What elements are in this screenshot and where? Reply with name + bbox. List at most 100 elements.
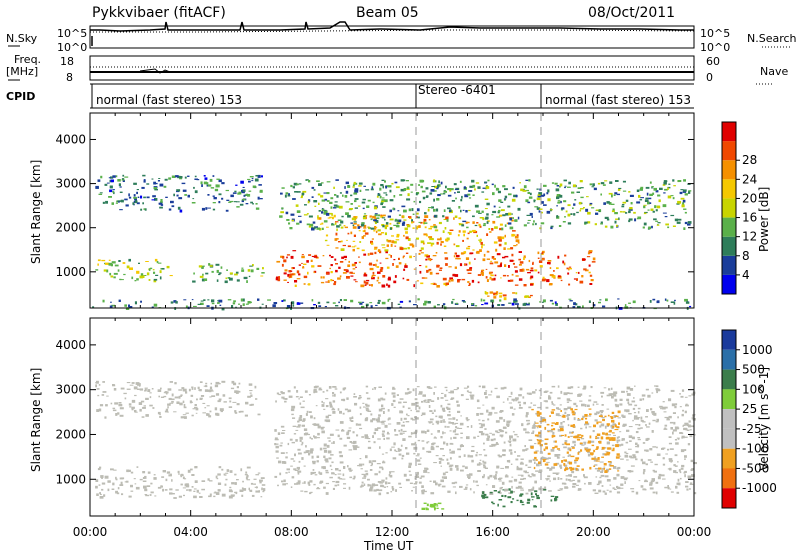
power-echo-cell bbox=[427, 242, 432, 244]
velocity-echo-cell bbox=[242, 480, 244, 483]
velocity-echo-cell bbox=[529, 476, 532, 478]
velocity-echo-cell bbox=[99, 493, 102, 495]
velocity-echo-cell bbox=[232, 401, 237, 403]
power-echo-cell bbox=[458, 217, 462, 220]
power-echo-cell bbox=[284, 269, 288, 272]
velocity-echo-cell bbox=[360, 485, 364, 487]
power-echo-cell bbox=[334, 222, 337, 225]
velocity-echo-cell bbox=[423, 470, 428, 473]
velocity-echo-cell bbox=[675, 442, 679, 445]
power-echo-cell bbox=[621, 204, 625, 206]
velocity-echo-region bbox=[95, 380, 261, 419]
velocity-echo-cell bbox=[171, 401, 174, 403]
power-echo-cell bbox=[511, 253, 514, 257]
power-echo-cell bbox=[421, 190, 426, 193]
velocity-echo-cell bbox=[605, 451, 609, 453]
velocity-echo-cell bbox=[584, 482, 586, 485]
velocity-echo-cell bbox=[414, 441, 417, 445]
velocity-echo-cell bbox=[522, 396, 525, 399]
power-echo-cell bbox=[342, 194, 344, 197]
velocity-echo-cell bbox=[207, 478, 210, 481]
velocity-echo-cell bbox=[296, 426, 301, 428]
power-echo-cell bbox=[580, 187, 584, 189]
power-echo-cell bbox=[666, 299, 669, 302]
velocity-echo-cell bbox=[313, 423, 316, 426]
velocity-echo-cell bbox=[339, 437, 343, 440]
power-echo-cell bbox=[462, 239, 464, 242]
power-echo-cell bbox=[159, 183, 164, 187]
power-echo-cell bbox=[403, 268, 406, 271]
velocity-echo-cell bbox=[391, 403, 394, 406]
velocity-echo-cell bbox=[178, 389, 183, 391]
power-echo-cell bbox=[345, 190, 349, 194]
velocity-echo-cell bbox=[542, 418, 547, 422]
velocity-echo-cell bbox=[300, 444, 303, 446]
power-echo-cell bbox=[169, 275, 173, 277]
velocity-echo-cell bbox=[423, 490, 427, 493]
velocity-echo-cell bbox=[98, 384, 101, 386]
velocity-echo-cell bbox=[560, 466, 563, 469]
velocity-echo-cell bbox=[636, 417, 640, 420]
power-echo-cell bbox=[100, 175, 103, 179]
velocity-echo-cell bbox=[173, 411, 177, 413]
velocity-echo-cell bbox=[177, 470, 180, 474]
velocity-echo-cell bbox=[683, 427, 687, 431]
power-echo-cell bbox=[98, 193, 103, 195]
power-echo-cell bbox=[382, 275, 386, 278]
power-echo-cell bbox=[467, 245, 471, 247]
power-echo-cell bbox=[335, 269, 338, 273]
velocity-echo-cell bbox=[540, 456, 545, 460]
power-echo-cell bbox=[260, 175, 263, 178]
power-echo-cell bbox=[449, 232, 452, 235]
power-echo-cell bbox=[212, 202, 216, 204]
velocity-echo-cell bbox=[337, 408, 340, 411]
velocity-echo-cell bbox=[525, 492, 529, 495]
velocity-echo-cell bbox=[157, 411, 161, 415]
velocity-echo-cell bbox=[142, 477, 145, 479]
velocity-echo-cell bbox=[662, 463, 666, 466]
power-echo-cell bbox=[343, 299, 347, 301]
power-echo-cell bbox=[413, 256, 415, 257]
power-echo-cell bbox=[568, 283, 571, 286]
power-echo-cell bbox=[301, 254, 304, 256]
power-echo-cell bbox=[210, 187, 215, 189]
velocity-echo-cell bbox=[113, 469, 117, 471]
velocity-echo-cell bbox=[440, 448, 444, 450]
power-echo-cell bbox=[628, 209, 632, 211]
power-echo-cell bbox=[321, 182, 324, 184]
velocity-echo-cell bbox=[415, 417, 419, 420]
velocity-echo-cell bbox=[322, 466, 326, 470]
power-echo-cell bbox=[523, 257, 525, 260]
velocity-echo-cell bbox=[387, 482, 391, 484]
velocity-echo-cell bbox=[298, 418, 303, 422]
power-echo-cell bbox=[455, 302, 458, 305]
power-echo-cell bbox=[625, 212, 628, 214]
power-echo-cell bbox=[236, 279, 240, 282]
velocity-echo-cell bbox=[596, 411, 600, 414]
velocity-echo-cell bbox=[684, 474, 686, 478]
velocity-echo-cell bbox=[261, 484, 266, 486]
power-echo-cell bbox=[454, 252, 457, 255]
power-echo-cell bbox=[498, 214, 503, 217]
velocity-echo-cell bbox=[595, 476, 598, 478]
velocity-echo-cell bbox=[435, 482, 438, 486]
velocity-echo-cell bbox=[492, 485, 496, 488]
velocity-echo-cell bbox=[508, 480, 513, 483]
power-echo-cell bbox=[424, 215, 429, 218]
velocity-echo-cell bbox=[416, 386, 420, 388]
velocity-echo-cell bbox=[677, 438, 680, 440]
velocity-echo-cell bbox=[323, 443, 327, 447]
velocity-echo-cell bbox=[605, 432, 608, 436]
velocity-echo-cell bbox=[245, 476, 248, 480]
velocity-echo-cell bbox=[344, 408, 348, 411]
velocity-echo-cell bbox=[178, 473, 180, 475]
velocity-echo-cell bbox=[398, 429, 401, 432]
velocity-echo-cell bbox=[420, 414, 423, 416]
power-echo-cell bbox=[484, 198, 489, 200]
power-echo-cell bbox=[405, 252, 409, 254]
power-echo-cell bbox=[353, 221, 357, 223]
power-echo-cell bbox=[511, 198, 516, 202]
power-echo-cell bbox=[602, 184, 606, 186]
power-echo-cell bbox=[327, 217, 331, 219]
velocity-echo-cell bbox=[559, 464, 562, 468]
